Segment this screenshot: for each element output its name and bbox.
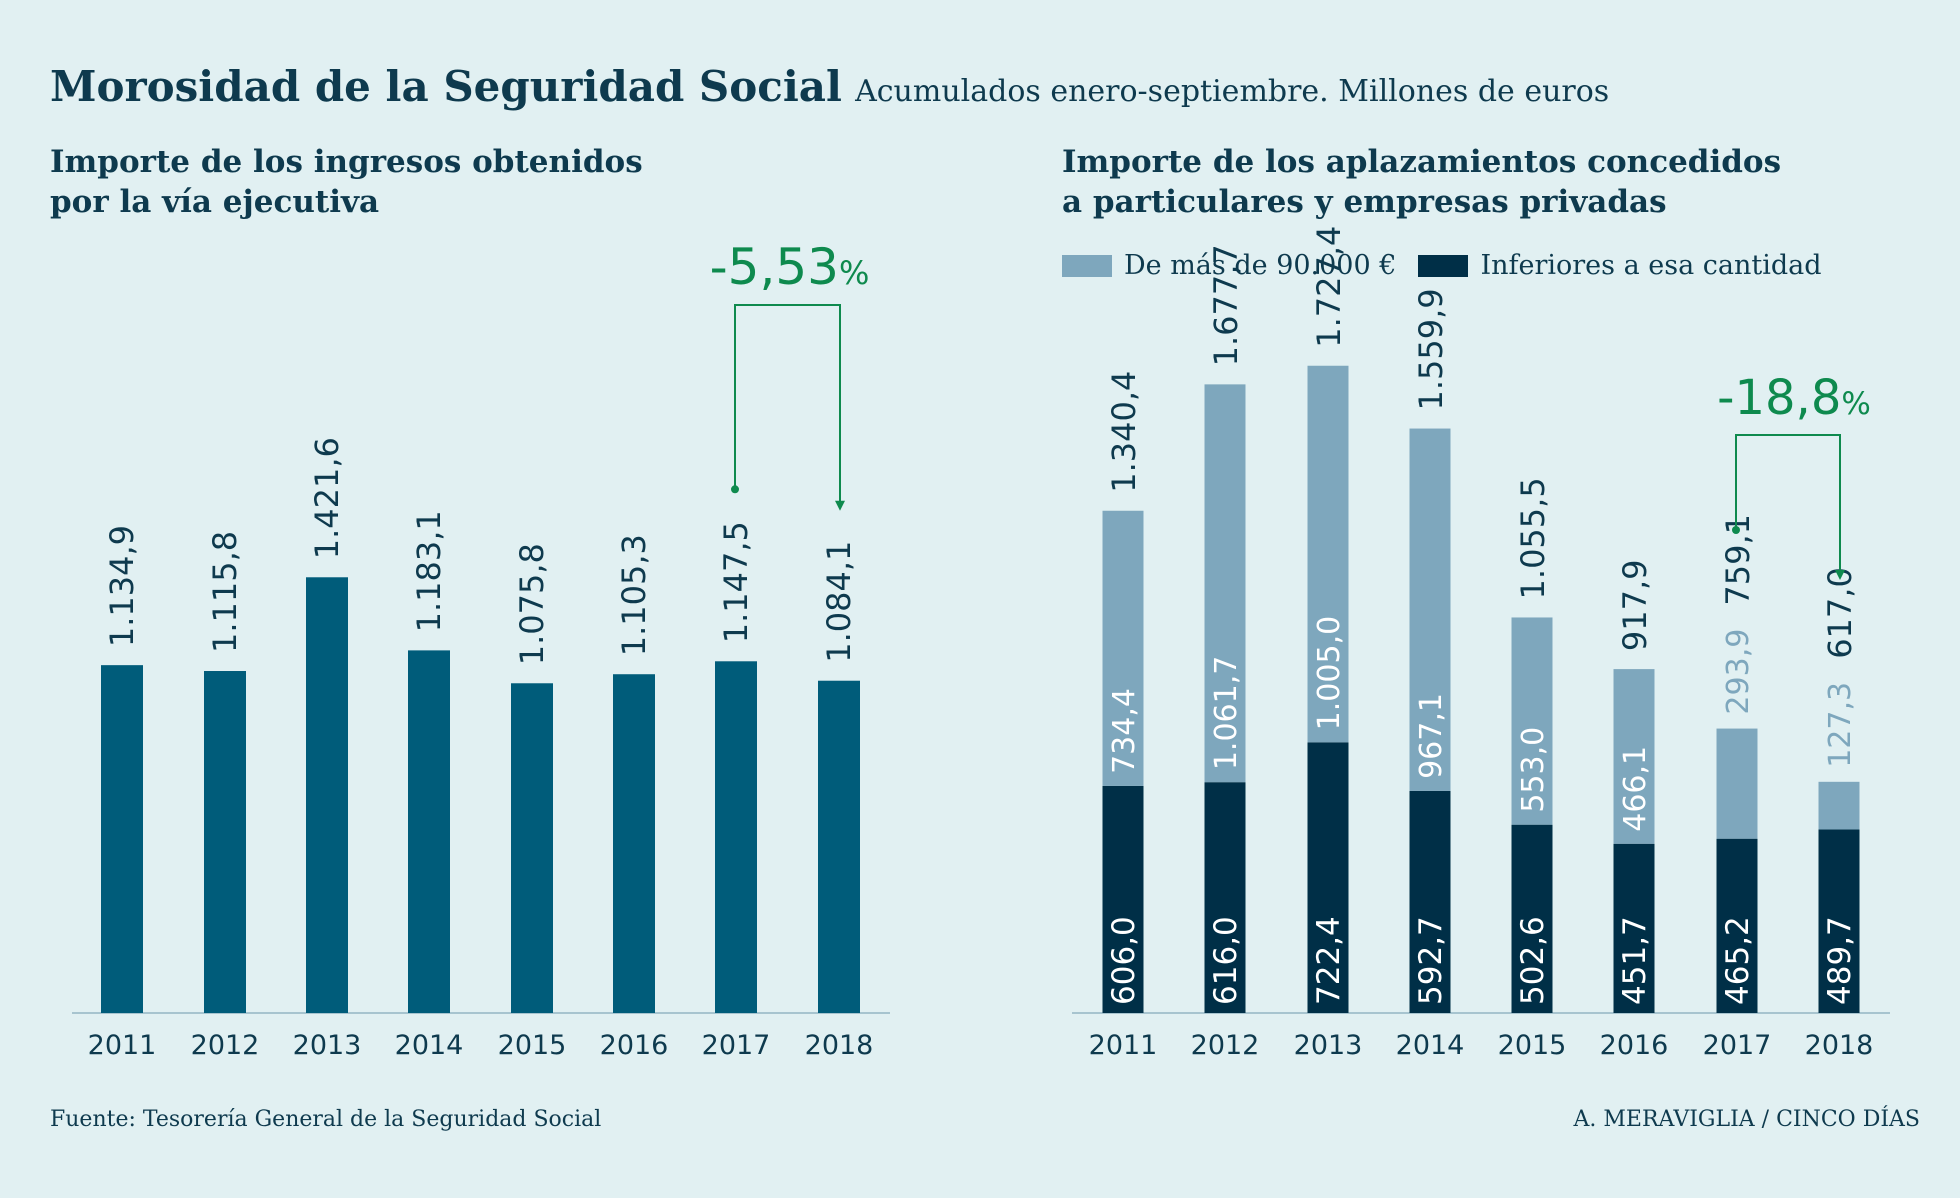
right-annotation-dot: [1732, 526, 1740, 534]
right-bar-bottom-2016: [1613, 843, 1655, 1013]
left-bar-2018: [818, 680, 860, 1013]
right-bottom-label-2013: 722,4: [1311, 916, 1347, 1005]
right-total-label-2014: 1.559,9: [1412, 288, 1450, 410]
right-top-label-2014: 967,1: [1414, 693, 1449, 779]
left-value-label-2011: 1.134,9: [103, 525, 141, 647]
right-bottom-label-2014: 592,7: [1413, 916, 1449, 1005]
right-chart-legend: De más de 90.000 € Inferiores a esa cant…: [1062, 250, 1844, 281]
legend-label-large: De más de 90.000 €: [1124, 250, 1397, 281]
right-bar-top-2012: [1204, 384, 1246, 783]
right-tick-label-2018: 2018: [1805, 1030, 1874, 1061]
right-total-label-2013: 1.727,4: [1310, 226, 1348, 348]
right-annotation-arrowhead: [1835, 570, 1845, 580]
right-bar-bottom-2017: [1716, 838, 1758, 1013]
left-tick-label-2012: 2012: [191, 1030, 260, 1061]
left-tick-label-2013: 2013: [293, 1030, 362, 1061]
page-subtitle: Acumulados enero-septiembre. Millones de…: [855, 74, 1610, 109]
left-tick-label-2016: 2016: [600, 1030, 669, 1061]
left-change-label: -5,53%: [710, 238, 870, 296]
right-total-label-2012: 1.677,7: [1207, 244, 1245, 366]
right-total-label-2015: 1.055,5: [1514, 477, 1552, 599]
legend-swatch-large: [1062, 254, 1112, 277]
left-bar-2012: [204, 671, 246, 1013]
right-annotation-bracket: [1735, 434, 1841, 572]
right-total-label-2018: 617,0: [1821, 567, 1859, 659]
right-tick-label-2017: 2017: [1703, 1030, 1772, 1061]
source-note: Fuente: Tesorería General de la Segurida…: [50, 1107, 602, 1132]
right-bottom-label-2015: 502,6: [1515, 916, 1551, 1005]
right-total-label-2011: 1.340,4: [1105, 371, 1143, 493]
left-value-label-2014: 1.183,1: [410, 510, 448, 632]
page-title: Morosidad de la Seguridad Social: [50, 62, 842, 111]
right-bottom-label-2012: 616,0: [1208, 916, 1244, 1005]
right-bar-bottom-2018: [1818, 829, 1860, 1013]
right-top-label-2013: 1.005,0: [1312, 616, 1347, 731]
right-bottom-label-2016: 451,7: [1617, 916, 1653, 1005]
right-top-label-2018: 127,3: [1823, 682, 1858, 768]
right-tick-label-2016: 2016: [1600, 1030, 1669, 1061]
left-tick-label-2018: 2018: [805, 1030, 874, 1061]
left-chart-title-line-2: por la vía ejecutiva: [50, 184, 380, 220]
left-bar-2015: [511, 683, 553, 1013]
right-bar-bottom-2013: [1307, 742, 1349, 1013]
left-annotation-arrowhead: [835, 500, 845, 511]
left-bar-2014: [408, 650, 450, 1013]
right-chart-title: Importe de los aplazamientos concedidos …: [1062, 142, 1781, 222]
right-bar-bottom-2012: [1204, 782, 1246, 1013]
left-value-label-2016: 1.105,3: [615, 534, 653, 656]
left-chart-title: Importe de los ingresos obtenidos por la…: [50, 142, 643, 222]
right-bar-top-2013: [1307, 365, 1349, 743]
right-bar-top-2017: [1716, 728, 1758, 839]
credit-note: A. MERAVIGLIA / CINCO DÍAS: [1573, 1107, 1920, 1132]
right-bottom-label-2018: 489,7: [1822, 916, 1858, 1005]
right-top-label-2011: 734,4: [1107, 688, 1142, 774]
right-total-label-2016: 917,9: [1616, 559, 1654, 651]
right-top-label-2017: 293,9: [1721, 629, 1756, 715]
right-bar-top-2016: [1613, 669, 1655, 844]
right-bar-bottom-2014: [1409, 790, 1451, 1013]
legend-swatch-small: [1418, 254, 1469, 277]
right-chart-title-line-2: a particulares y empresas privadas: [1062, 184, 1667, 220]
right-bar-top-2018: [1818, 781, 1860, 830]
legend-item-small: Inferiores a esa cantidad: [1418, 250, 1822, 281]
right-bar-top-2015: [1511, 617, 1553, 825]
header: Morosidad de la Seguridad Social Acumula…: [50, 62, 1609, 111]
left-tick-label-2014: 2014: [395, 1030, 464, 1061]
right-top-label-2016: 466,1: [1618, 746, 1653, 832]
left-bar-2013: [306, 577, 348, 1013]
right-tick-label-2011: 2011: [1089, 1030, 1158, 1061]
right-top-label-2012: 1.061,7: [1209, 656, 1244, 771]
right-bottom-label-2011: 606,0: [1106, 916, 1142, 1005]
left-value-label-2013: 1.421,6: [308, 437, 346, 559]
left-tick-label-2017: 2017: [702, 1030, 771, 1061]
right-bar-bottom-2015: [1511, 824, 1553, 1013]
left-chart-title-line-1: Importe de los ingresos obtenidos: [50, 144, 643, 180]
left-bar-2017: [715, 661, 757, 1013]
left-tick-label-2011: 2011: [88, 1030, 157, 1061]
right-bottom-label-2017: 465,2: [1720, 916, 1756, 1005]
right-top-label-2015: 553,0: [1516, 727, 1551, 813]
left-annotation-bracket: [734, 304, 841, 503]
left-value-label-2012: 1.115,8: [206, 531, 244, 653]
right-bar-bottom-2011: [1102, 785, 1144, 1013]
legend-item-large: De más de 90.000 €: [1062, 250, 1396, 281]
left-bar-2011: [101, 665, 143, 1013]
right-change-label: -18,8%: [1717, 370, 1871, 426]
left-tick-label-2015: 2015: [498, 1030, 567, 1061]
left-value-label-2017: 1.147,5: [717, 521, 755, 643]
right-bar-top-2014: [1409, 428, 1451, 791]
left-value-label-2015: 1.075,8: [513, 543, 551, 665]
right-bar-top-2011: [1102, 510, 1144, 786]
legend-label-small: Inferiores a esa cantidad: [1480, 250, 1822, 281]
left-annotation-dot: [731, 485, 739, 494]
right-tick-label-2015: 2015: [1498, 1030, 1567, 1061]
right-chart-title-line-1: Importe de los aplazamientos concedidos: [1062, 144, 1782, 180]
right-tick-label-2014: 2014: [1396, 1030, 1465, 1061]
right-tick-label-2013: 2013: [1294, 1030, 1363, 1061]
right-tick-label-2012: 2012: [1191, 1030, 1260, 1061]
left-value-label-2018: 1.084,1: [820, 541, 858, 663]
left-bar-2016: [613, 674, 655, 1013]
